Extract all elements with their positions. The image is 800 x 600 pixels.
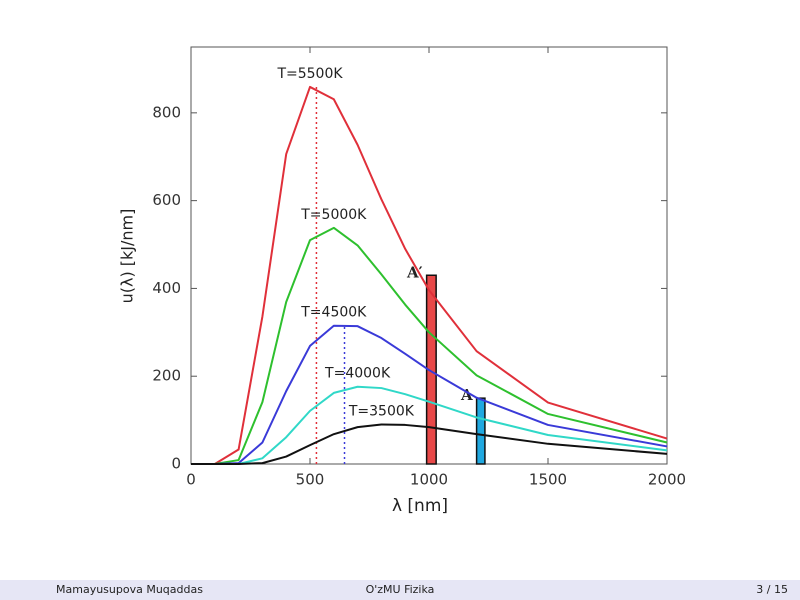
footer-center: O'zMU Fizika xyxy=(366,583,435,596)
curve-label: T=4000K xyxy=(324,366,391,382)
curve-label: T=5000K xyxy=(300,207,367,223)
strip-label: A′ xyxy=(406,263,423,281)
x-tick-label: 1500 xyxy=(529,471,567,489)
curve-label: T=4500K xyxy=(300,305,367,321)
y-tick-label: 800 xyxy=(152,103,181,121)
y-tick-label: 600 xyxy=(152,191,181,209)
curve xyxy=(191,226,668,465)
curve-label: T=3500K xyxy=(348,403,415,419)
curve-label: T=5500K xyxy=(276,66,343,82)
y-tick-label: 0 xyxy=(171,455,181,473)
x-tick-label: 1000 xyxy=(410,471,448,489)
footer-bar xyxy=(0,580,800,600)
x-tick-label: 2000 xyxy=(648,471,686,489)
x-axis-label: λ [nm] xyxy=(392,496,448,516)
curve xyxy=(191,423,668,465)
x-tick-label: 500 xyxy=(296,471,325,489)
footer-page: 3 / 15 xyxy=(756,583,788,596)
x-tick-label: 0 xyxy=(186,471,196,489)
y-tick-label: 200 xyxy=(152,367,181,385)
y-axis-label: u(λ) [kJ/nm] xyxy=(118,209,137,304)
strip-bar xyxy=(475,397,486,465)
curve xyxy=(191,324,668,465)
y-tick-label: 400 xyxy=(152,279,181,297)
curve xyxy=(191,85,668,465)
footer-author: Mamayusupova Muqaddas xyxy=(56,583,203,596)
